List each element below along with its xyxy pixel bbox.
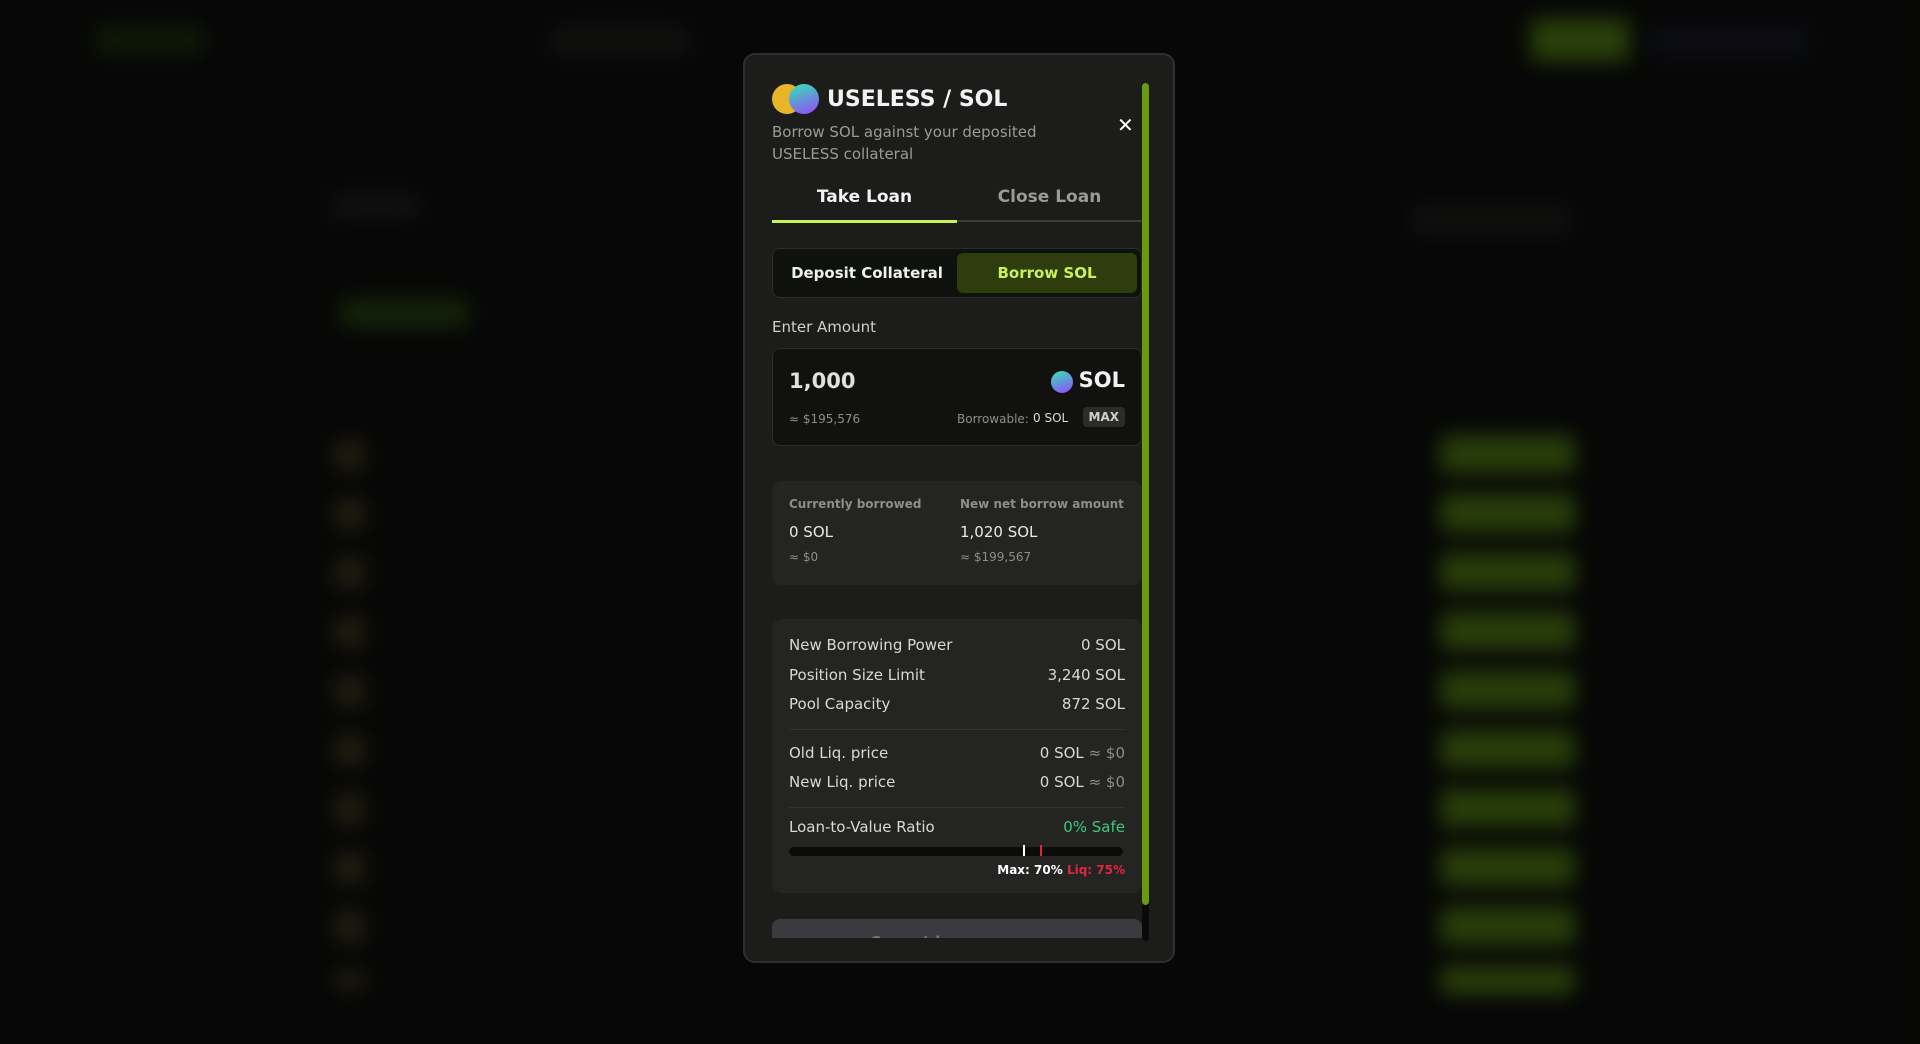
- tab-take-loan[interactable]: Take Loan: [816, 187, 913, 207]
- borrow-modal: USELESS / SOL Borrow SOL against your de…: [743, 53, 1175, 963]
- detail-row: New Borrowing Power 0 SOL: [789, 636, 1125, 654]
- borrowable-value: 0 SOL: [1033, 411, 1069, 425]
- pair-title: USELESS / SOL: [827, 87, 1008, 112]
- detail-value: 872 SOL: [1061, 695, 1125, 713]
- active-tab-indicator: [772, 220, 957, 223]
- detail-value: 0 SOL: [1081, 636, 1125, 654]
- liq-usd: ≈ $0: [1088, 773, 1125, 791]
- amount-label: Enter Amount: [772, 318, 876, 336]
- detail-label: Pool Capacity: [789, 695, 891, 713]
- submit-button[interactable]: Cannot borrow more: [772, 919, 1142, 938]
- tab-divider: [772, 220, 1142, 222]
- borrow-sol-button[interactable]: Borrow SOL: [957, 253, 1137, 293]
- max-button[interactable]: MAX: [1082, 407, 1125, 427]
- new-borrow-usd: ≈ $199,567: [960, 550, 1032, 564]
- new-borrow-label: New net borrow amount: [960, 497, 1124, 511]
- currently-borrowed-label: Currently borrowed: [789, 497, 922, 511]
- detail-label: Position Size Limit: [789, 666, 925, 684]
- ltv-status: 0% Safe: [1063, 818, 1125, 836]
- detail-row: Pool Capacity 872 SOL: [789, 695, 1125, 713]
- max-ltv-marker: [1022, 845, 1025, 856]
- ltv-bar: [789, 845, 1123, 856]
- mode-toggle: Deposit Collateral Borrow SOL: [772, 248, 1142, 298]
- liq-value: 0 SOL: [1039, 744, 1084, 762]
- amount-value[interactable]: 1,000: [789, 369, 856, 393]
- tab-close-loan[interactable]: Close Loan: [997, 187, 1102, 207]
- loan-details: New Borrowing Power 0 SOL Position Size L…: [772, 619, 1142, 893]
- liq-row: New Liq. price 0 SOL ≈ $0: [789, 773, 1125, 791]
- scrollbar-thumb[interactable]: [1142, 83, 1149, 905]
- liq-label: Old Liq. price: [789, 744, 889, 762]
- borrow-summary: Currently borrowed 0 SOL ≈ $0 New net bo…: [772, 481, 1142, 585]
- detail-label: New Borrowing Power: [789, 636, 953, 654]
- liq-ltv-label: Liq: 75%: [1066, 863, 1125, 877]
- ltv-label: Loan-to-Value Ratio: [789, 818, 935, 836]
- liq-usd: ≈ $0: [1088, 744, 1125, 762]
- liq-label: New Liq. price: [789, 773, 896, 791]
- detail-value: 3,240 SOL: [1047, 666, 1125, 684]
- ltv-thresholds: Max: 70% Liq: 75%: [997, 863, 1125, 877]
- borrowable-label: Borrowable:: [957, 412, 1029, 426]
- sol-icon: [1051, 371, 1073, 393]
- token-label: SOL: [1078, 368, 1125, 392]
- liq-value: 0 SOL: [1039, 773, 1084, 791]
- liq-row: Old Liq. price 0 SOL ≈ $0: [789, 744, 1125, 762]
- max-ltv-label: Max: 70%: [997, 863, 1063, 877]
- divider: [789, 729, 1125, 730]
- deposit-collateral-button[interactable]: Deposit Collateral: [791, 264, 943, 282]
- sol-token-icon: [789, 84, 819, 114]
- amount-usd: ≈ $195,576: [789, 412, 861, 426]
- modal-subtitle: Borrow SOL against your deposited USELES…: [772, 123, 1037, 163]
- new-borrow-value: 1,020 SOL: [960, 523, 1038, 541]
- amount-input[interactable]: 1,000 SOL ≈ $195,576 Borrowable: 0 SOL M…: [772, 348, 1142, 446]
- ltv-row: Loan-to-Value Ratio 0% Safe: [789, 818, 1125, 836]
- divider: [789, 807, 1125, 808]
- close-icon[interactable]: ✕: [1117, 113, 1134, 137]
- currently-borrowed-value: 0 SOL: [789, 523, 833, 541]
- currently-borrowed-usd: ≈ $0: [789, 550, 819, 564]
- liq-ltv-marker: [1039, 845, 1042, 856]
- detail-row: Position Size Limit 3,240 SOL: [789, 666, 1125, 684]
